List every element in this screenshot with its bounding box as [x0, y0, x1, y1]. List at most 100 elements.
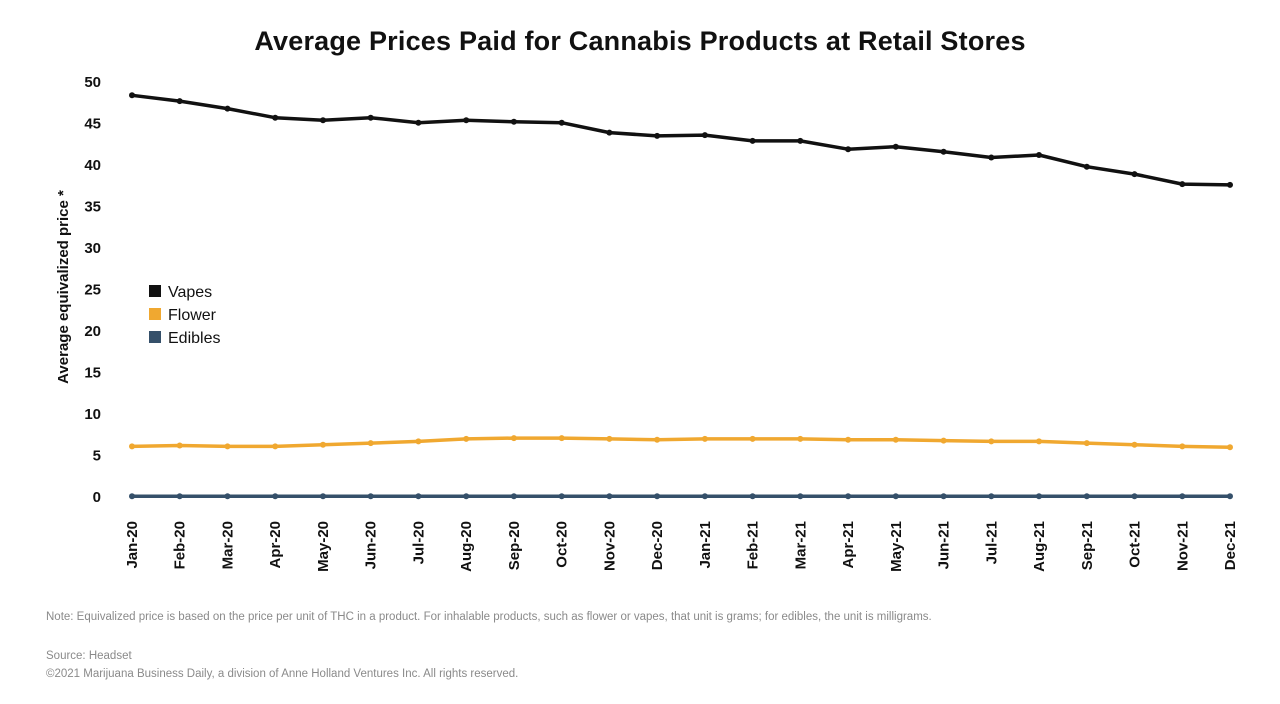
data-point-flower — [749, 435, 756, 442]
x-tick-label: Aug-21 — [1031, 521, 1048, 572]
data-point-edibles — [367, 493, 374, 500]
legend-swatch-vapes — [149, 285, 161, 297]
data-point-vapes — [940, 148, 947, 155]
data-point-flower — [1227, 444, 1233, 451]
data-point-edibles — [1036, 493, 1042, 500]
x-tick-label: Jan-21 — [697, 521, 714, 569]
x-tick-label: Nov-20 — [601, 521, 618, 571]
x-axis-ticks: Jan-20 Feb-20 Mar-20 Apr-20 May-20 Jun-20 Jul-… — [124, 521, 1239, 572]
chart-title: Average Prices Paid for Cannabis Product… — [254, 26, 1026, 56]
y-axis-ticks: 0 5 10 15 20 25 30 35 40 45 50 — [84, 74, 101, 506]
data-point-flower — [272, 443, 279, 450]
y-tick-label: 25 — [84, 282, 101, 299]
footnote-copyright: ©2021 Marijuana Business Daily, a divisi… — [46, 668, 519, 680]
x-tick-label: Apr-21 — [840, 521, 857, 569]
data-point-vapes — [654, 132, 661, 139]
data-point-edibles — [415, 493, 422, 500]
footnote-source: Source: Headset — [46, 650, 132, 662]
x-tick-label: Dec-21 — [1222, 521, 1239, 570]
data-point-vapes — [988, 154, 995, 161]
data-point-flower — [1179, 443, 1186, 450]
data-point-vapes — [367, 114, 374, 121]
y-tick-label: 15 — [84, 365, 101, 382]
data-point-flower — [701, 435, 708, 442]
x-tick-label: Feb-20 — [172, 521, 189, 569]
y-tick-label: 0 — [93, 489, 101, 506]
x-tick-label: Oct-20 — [554, 521, 571, 568]
data-point-flower — [558, 435, 565, 442]
data-point-edibles — [988, 493, 995, 500]
data-point-flower — [1083, 440, 1090, 447]
y-tick-label: 10 — [84, 406, 101, 423]
data-point-flower — [797, 435, 804, 442]
data-point-flower — [129, 443, 135, 450]
x-tick-label: Dec-20 — [649, 521, 666, 570]
x-tick-label: May-20 — [315, 521, 332, 572]
data-point-edibles — [129, 493, 135, 500]
legend-swatch-flower — [149, 308, 161, 320]
data-point-flower — [892, 436, 899, 443]
data-point-vapes — [272, 114, 279, 121]
x-tick-label: Feb-21 — [745, 521, 762, 569]
data-point-edibles — [1179, 493, 1186, 500]
data-point-flower — [845, 436, 852, 443]
data-point-vapes — [845, 146, 852, 153]
data-point-flower — [415, 438, 422, 445]
x-tick-label: Jan-20 — [124, 521, 141, 569]
data-point-vapes — [892, 143, 899, 150]
y-tick-label: 30 — [84, 240, 101, 257]
data-point-edibles — [558, 493, 565, 500]
x-tick-label: Aug-20 — [458, 521, 475, 572]
data-point-flower — [606, 435, 613, 442]
data-point-edibles — [320, 493, 326, 500]
data-point-edibles — [176, 493, 183, 500]
x-tick-label: Sep-21 — [1079, 521, 1096, 570]
data-point-vapes — [463, 117, 470, 124]
data-point-vapes — [176, 98, 183, 105]
data-point-edibles — [749, 493, 756, 500]
data-point-flower — [463, 435, 470, 442]
x-tick-label: Nov-21 — [1174, 521, 1191, 571]
y-tick-label: 35 — [84, 199, 101, 216]
data-point-edibles — [797, 493, 804, 500]
data-point-edibles — [463, 493, 470, 500]
data-point-vapes — [224, 105, 231, 112]
x-tick-label: Mar-20 — [220, 521, 237, 569]
data-point-edibles — [845, 493, 852, 500]
legend-label: Vapes — [168, 284, 212, 301]
data-point-vapes — [1227, 181, 1233, 188]
data-point-edibles — [940, 493, 947, 500]
y-tick-label: 40 — [84, 157, 101, 174]
data-point-edibles — [1227, 493, 1233, 500]
data-point-edibles — [606, 493, 613, 500]
data-point-edibles — [892, 493, 899, 500]
data-point-vapes — [129, 92, 135, 99]
y-axis-label: Average equivalized price * — [55, 190, 72, 384]
data-point-flower — [654, 436, 661, 443]
y-tick-label: 5 — [93, 448, 101, 465]
data-point-vapes — [1131, 171, 1138, 178]
legend-label: Flower — [168, 307, 217, 324]
data-point-edibles — [654, 493, 661, 500]
data-point-edibles — [510, 493, 517, 500]
data-point-vapes — [558, 119, 565, 126]
x-tick-label: May-21 — [888, 521, 905, 572]
x-tick-label: Apr-20 — [267, 521, 284, 569]
series-lines — [129, 92, 1233, 500]
series-line-vapes — [131, 93, 1231, 187]
data-point-edibles — [1131, 493, 1138, 500]
x-tick-label: Oct-21 — [1127, 521, 1144, 568]
legend: Vapes Flower Edibles — [149, 284, 220, 347]
series-line-flower — [131, 436, 1231, 449]
legend-swatch-edibles — [149, 331, 161, 343]
data-point-flower — [320, 441, 326, 448]
y-tick-label: 20 — [84, 323, 101, 340]
data-point-flower — [1131, 441, 1138, 448]
data-point-edibles — [224, 493, 231, 500]
x-tick-label: Jul-20 — [410, 521, 427, 564]
data-point-edibles — [1083, 493, 1090, 500]
y-tick-label: 50 — [84, 74, 101, 91]
data-point-vapes — [749, 137, 756, 144]
data-point-edibles — [272, 493, 279, 500]
legend-label: Edibles — [168, 330, 220, 347]
